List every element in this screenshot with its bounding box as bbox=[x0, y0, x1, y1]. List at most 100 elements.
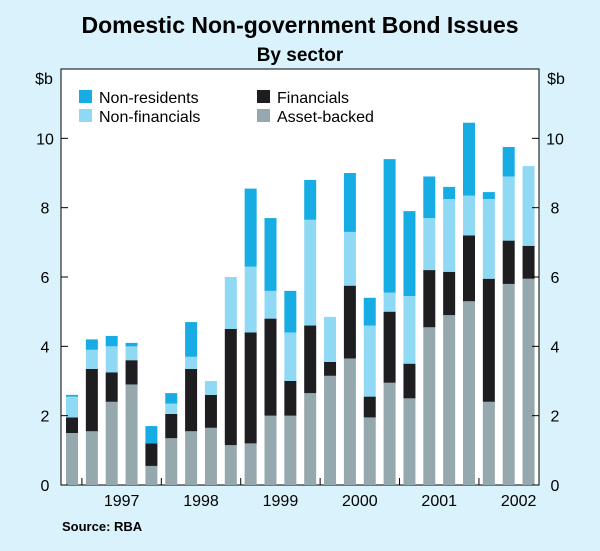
bar-non-financials-2000Q1 bbox=[324, 316, 337, 362]
bar-non-residents-1998Q1 bbox=[165, 393, 178, 404]
legend-label-financials: Financials bbox=[277, 90, 349, 107]
bar-financials-2000Q1 bbox=[324, 361, 337, 376]
bar-non-residents-2001Q1 bbox=[403, 211, 416, 297]
y-tick-label-left-2: 2 bbox=[41, 409, 50, 426]
y-axis-unit-right: $b bbox=[547, 71, 565, 88]
bar-asset-backed-1997Q1 bbox=[85, 431, 98, 485]
bar-non-residents-1999Q4 bbox=[304, 179, 317, 220]
bar-asset-backed-1996Q4 bbox=[66, 433, 78, 485]
bar-asset-backed-1997Q3 bbox=[125, 384, 138, 485]
bar-non-financials-1996Q4 bbox=[66, 396, 78, 418]
legend-label-asset-backed: Asset-backed bbox=[277, 109, 374, 126]
x-tick-label-2000: 2000 bbox=[342, 493, 378, 510]
x-tick-label-2001: 2001 bbox=[421, 493, 457, 510]
bar-asset-backed-1998Q1 bbox=[165, 438, 178, 485]
bar-financials-2002Q1 bbox=[482, 278, 495, 402]
bar-non-residents-2001Q2 bbox=[423, 176, 436, 219]
y-tick-label-right-10: 10 bbox=[546, 131, 564, 148]
chart-title: Domestic Non-government Bond Issues bbox=[81, 12, 518, 38]
source-note: Source: RBA bbox=[62, 519, 143, 534]
bar-non-residents-2002Q2 bbox=[502, 147, 515, 177]
bar-non-financials-1997Q2 bbox=[105, 346, 118, 373]
bar-financials-1999Q4 bbox=[304, 325, 317, 394]
y-tick-label-left-10: 10 bbox=[36, 131, 54, 148]
bar-asset-backed-2001Q1 bbox=[403, 398, 416, 485]
bar-financials-1997Q3 bbox=[125, 360, 138, 385]
x-tick-label-2002: 2002 bbox=[501, 493, 537, 510]
legend-swatch-financials bbox=[257, 90, 270, 103]
y-tick-label-right-6: 6 bbox=[551, 270, 560, 287]
y-tick-label-left-8: 8 bbox=[41, 201, 50, 218]
bar-non-residents-1997Q1 bbox=[85, 339, 98, 350]
bar-non-residents-2001Q3 bbox=[443, 186, 456, 199]
bar-non-financials-2002Q3 bbox=[522, 166, 535, 246]
bar-asset-backed-1997Q2 bbox=[105, 401, 118, 485]
y-axis-unit-left: $b bbox=[35, 71, 53, 88]
bar-non-financials-1998Q4 bbox=[224, 277, 237, 329]
legend-swatch-non-financials bbox=[79, 109, 92, 122]
legend-label-non-residents: Non-residents bbox=[99, 90, 199, 107]
legend-swatch-non-residents bbox=[79, 90, 92, 103]
y-axis-right: 0 2 4 6 8 10 bbox=[532, 131, 564, 495]
bar-non-financials-1999Q3 bbox=[284, 332, 297, 381]
bar-non-financials-2000Q2 bbox=[343, 231, 356, 286]
y-tick-label-right-0: 0 bbox=[551, 478, 560, 495]
bar-asset-backed-1999Q4 bbox=[304, 393, 317, 485]
bar-asset-backed-1999Q2 bbox=[264, 415, 277, 485]
bar-non-financials-2002Q2 bbox=[502, 176, 515, 241]
x-tick-label-1998: 1998 bbox=[183, 493, 219, 510]
bar-asset-backed-2000Q2 bbox=[343, 358, 356, 485]
bar-asset-backed-2001Q4 bbox=[463, 301, 475, 485]
bar-asset-backed-1999Q1 bbox=[244, 443, 257, 485]
bar-financials-2001Q3 bbox=[443, 271, 456, 316]
bar-financials-1998Q2 bbox=[185, 368, 198, 432]
bar-non-financials-2002Q1 bbox=[482, 199, 495, 279]
bar-non-financials-1998Q1 bbox=[165, 403, 178, 414]
bar-non-financials-1999Q2 bbox=[264, 290, 277, 319]
plot-area bbox=[60, 68, 540, 486]
chart-subtitle: By sector bbox=[257, 45, 344, 66]
bar-asset-backed-2000Q4 bbox=[383, 382, 396, 485]
bar-asset-backed-2001Q2 bbox=[423, 327, 436, 485]
bar-financials-1997Q1 bbox=[85, 368, 98, 432]
x-tick-label-1997: 1997 bbox=[104, 493, 140, 510]
bar-financials-1998Q4 bbox=[224, 329, 237, 446]
bar-financials-2001Q4 bbox=[463, 235, 475, 302]
legend-swatch-asset-backed bbox=[257, 109, 270, 122]
bar-asset-backed-2000Q3 bbox=[363, 417, 376, 485]
bar-financials-1998Q1 bbox=[165, 413, 178, 439]
bar-non-residents-1997Q2 bbox=[105, 335, 118, 347]
bar-financials-1997Q2 bbox=[105, 372, 118, 402]
bar-asset-backed-2002Q3 bbox=[522, 278, 535, 485]
bar-non-financials-2001Q4 bbox=[463, 195, 475, 236]
bar-asset-backed-1998Q3 bbox=[204, 427, 217, 485]
legend: Non-residents Financials Non-financials … bbox=[79, 90, 374, 126]
y-tick-label-right-4: 4 bbox=[551, 339, 560, 356]
bar-non-financials-1998Q2 bbox=[185, 356, 198, 369]
bar-non-financials-1997Q3 bbox=[125, 346, 138, 361]
y-tick-label-right-8: 8 bbox=[551, 201, 560, 218]
bar-non-residents-1999Q1 bbox=[244, 188, 257, 267]
bar-non-financials-1997Q1 bbox=[85, 349, 98, 369]
bar-financials-1998Q3 bbox=[204, 394, 217, 428]
bars-layer bbox=[66, 122, 535, 485]
bar-asset-backed-1998Q4 bbox=[224, 445, 237, 485]
y-tick-label-right-2: 2 bbox=[551, 409, 560, 426]
y-tick-label-left-0: 0 bbox=[41, 478, 50, 495]
bar-asset-backed-2001Q3 bbox=[443, 315, 456, 485]
bar-asset-backed-1997Q4 bbox=[145, 465, 158, 485]
bar-non-residents-1999Q2 bbox=[264, 218, 277, 291]
bar-non-residents-2000Q2 bbox=[343, 173, 356, 232]
bar-non-residents-1997Q4 bbox=[145, 426, 158, 444]
bar-non-residents-2002Q1 bbox=[482, 192, 495, 199]
bar-asset-backed-2000Q1 bbox=[324, 375, 337, 485]
bar-financials-2000Q2 bbox=[343, 285, 356, 359]
y-axis-left: 0 2 4 6 8 10 bbox=[36, 131, 68, 495]
bar-non-financials-2001Q2 bbox=[423, 218, 436, 271]
y-tick-label-left-4: 4 bbox=[41, 339, 50, 356]
bar-financials-2000Q4 bbox=[383, 311, 396, 383]
bar-non-financials-1998Q3 bbox=[204, 381, 217, 395]
bar-non-residents-2000Q4 bbox=[383, 159, 396, 293]
x-tick-label-1999: 1999 bbox=[263, 493, 299, 510]
